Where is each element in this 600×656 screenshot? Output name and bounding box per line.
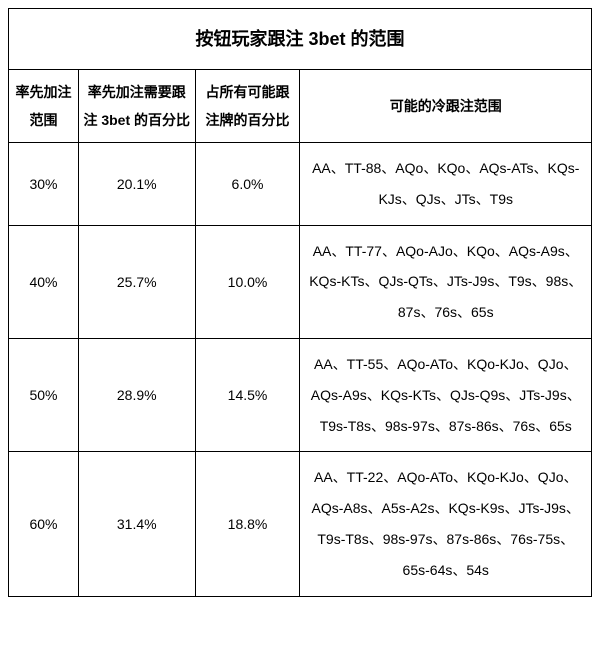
- cell-range: AA、TT-77、AQo-AJo、KQo、AQs-A9s、KQs-KTs、QJs…: [300, 225, 592, 338]
- col-header-call-3bet-pct: 率先加注需要跟注 3bet 的百分比: [78, 70, 195, 143]
- table-row: 50% 28.9% 14.5% AA、TT-55、AQo-ATo、KQo-KJo…: [9, 338, 592, 451]
- threebets-call-range-table: 按钮玩家跟注 3bet 的范围 率先加注范围 率先加注需要跟注 3bet 的百分…: [8, 8, 592, 597]
- cell-all-pct: 10.0%: [195, 225, 300, 338]
- cell-all-pct: 14.5%: [195, 338, 300, 451]
- cell-open-range: 60%: [9, 452, 79, 596]
- cell-open-range: 40%: [9, 225, 79, 338]
- table-title: 按钮玩家跟注 3bet 的范围: [9, 9, 592, 70]
- cell-range: AA、TT-88、AQo、KQo、AQs-ATs、KQs-KJs、QJs、JTs…: [300, 143, 592, 226]
- col-header-open-range: 率先加注范围: [9, 70, 79, 143]
- table-row: 60% 31.4% 18.8% AA、TT-22、AQo-ATo、KQo-KJo…: [9, 452, 592, 596]
- cell-all-pct: 18.8%: [195, 452, 300, 596]
- col-header-all-call-pct: 占所有可能跟注牌的百分比: [195, 70, 300, 143]
- col-header-cold-call-range: 可能的冷跟注范围: [300, 70, 592, 143]
- cell-call-pct: 20.1%: [78, 143, 195, 226]
- cell-call-pct: 25.7%: [78, 225, 195, 338]
- cell-call-pct: 28.9%: [78, 338, 195, 451]
- cell-range: AA、TT-55、AQo-ATo、KQo-KJo、QJo、AQs-A9s、KQs…: [300, 338, 592, 451]
- table-row: 30% 20.1% 6.0% AA、TT-88、AQo、KQo、AQs-ATs、…: [9, 143, 592, 226]
- cell-all-pct: 6.0%: [195, 143, 300, 226]
- cell-call-pct: 31.4%: [78, 452, 195, 596]
- cell-range: AA、TT-22、AQo-ATo、KQo-KJo、QJo、AQs-A8s、A5s…: [300, 452, 592, 596]
- table-row: 40% 25.7% 10.0% AA、TT-77、AQo-AJo、KQo、AQs…: [9, 225, 592, 338]
- cell-open-range: 30%: [9, 143, 79, 226]
- cell-open-range: 50%: [9, 338, 79, 451]
